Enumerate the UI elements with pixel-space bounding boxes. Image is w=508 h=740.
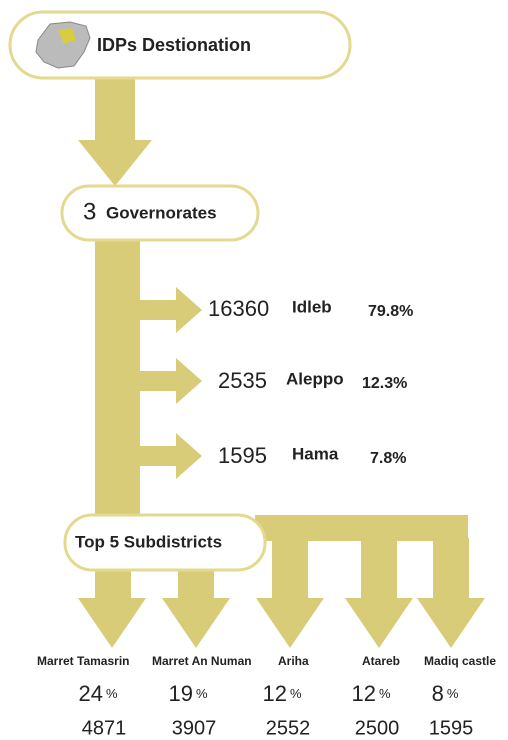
governorate-value: 2535 (218, 368, 267, 393)
arrows (78, 76, 485, 648)
governorate-name: Aleppo (286, 369, 344, 388)
percent-number: 24 (78, 681, 102, 706)
subdistrict-count: 2500 (355, 717, 400, 739)
subdistricts-title: Top 5 Subdistricts (75, 532, 222, 551)
governorate-name: Hama (292, 444, 339, 463)
percent-number: 19 (168, 681, 192, 706)
percent-number: 12 (262, 681, 286, 706)
subdistrict-percent: 12% (262, 681, 301, 706)
percent-unit: % (290, 686, 302, 701)
subdistrict-percent: 19% (168, 681, 207, 706)
subdistrict-name: Atareb (362, 654, 400, 668)
governorates-oval (60, 184, 260, 242)
governorates-count: 3 (83, 198, 96, 225)
governorates-label: Governorates (106, 203, 217, 222)
subdistrict-count: 2552 (266, 717, 311, 739)
governorate-percent: 12.3% (362, 375, 407, 392)
percent-unit: % (379, 686, 391, 701)
title-oval (8, 10, 352, 80)
subdistrict-name: Marret Tamasrin (37, 654, 129, 668)
map-icon (35, 21, 91, 69)
subdistrict-percent: 12% (351, 681, 390, 706)
subdistrict-name: Ariha (278, 654, 309, 668)
percent-number: 12 (351, 681, 375, 706)
percent-unit: % (447, 686, 459, 701)
subdistrict-count: 4871 (82, 717, 127, 739)
subdistrict-name: Madiq castle (424, 654, 496, 668)
governorate-percent: 7.8% (370, 450, 406, 467)
percent-number: 8 (432, 681, 444, 706)
governorate-value: 1595 (218, 443, 267, 468)
subdistrict-percent: 8% (432, 681, 459, 706)
percent-unit: % (196, 686, 208, 701)
title: IDPs Destionation (97, 35, 251, 55)
subdistrict-count: 1595 (429, 717, 474, 739)
governorate-name: Idleb (292, 297, 332, 316)
subdistricts-oval (63, 513, 267, 572)
subdistrict-name: Marret An Numan (152, 654, 252, 668)
percent-unit: % (106, 686, 118, 701)
governorate-value: 16360 (208, 296, 269, 321)
governorate-percent: 79.8% (368, 303, 413, 320)
subdistrict-percent: 24% (78, 681, 117, 706)
subdistrict-count: 3907 (172, 717, 217, 739)
